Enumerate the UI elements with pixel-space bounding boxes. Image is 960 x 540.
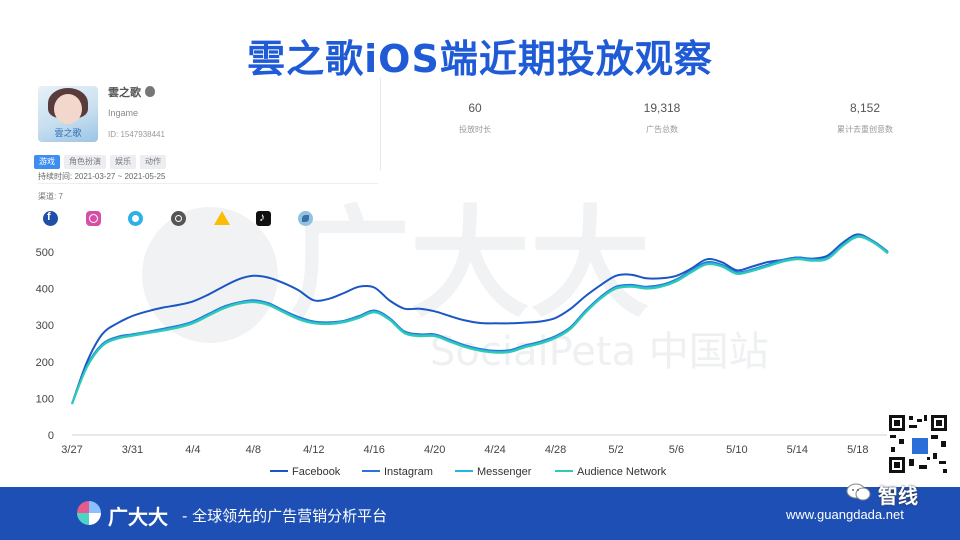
wechat-account: 智线 bbox=[846, 480, 936, 508]
footer-bar: 广大大 - 全球领先的广告营销分析平台 www.guangdada.net bbox=[0, 487, 960, 540]
google-ads-icon[interactable] bbox=[214, 211, 230, 225]
series-line-audience-network bbox=[71, 235, 889, 405]
app-developer: Ingame bbox=[108, 108, 139, 118]
y-tick-label: 500 bbox=[36, 247, 54, 259]
app-card: 雲之歌 雲之歌 Ingame ID: 1547938441 bbox=[38, 86, 378, 166]
tag-entertainment[interactable]: 娱乐 bbox=[110, 155, 136, 169]
x-tick-label: 5/6 bbox=[669, 444, 684, 456]
y-tick-label: 0 bbox=[48, 430, 54, 442]
stat-duration-value: 60 bbox=[468, 101, 482, 115]
legend-label: Facebook bbox=[292, 466, 341, 478]
app-name[interactable]: 雲之歌 bbox=[108, 84, 155, 100]
x-tick-label: 4/16 bbox=[364, 444, 385, 456]
unity-icon[interactable] bbox=[298, 211, 313, 226]
x-tick-label: 4/12 bbox=[303, 444, 324, 456]
y-tick-label: 400 bbox=[36, 284, 54, 296]
x-tick-label: 5/10 bbox=[726, 444, 747, 456]
instagram-icon[interactable] bbox=[86, 211, 101, 226]
qr-code bbox=[887, 413, 949, 475]
app-id: ID: 1547938441 bbox=[108, 130, 165, 139]
stat-ad-total-label: 广告总数 bbox=[646, 125, 678, 134]
duration-text: 持续时间: 2021-03-27 ~ 2021-05-25 bbox=[38, 172, 166, 181]
stat-creatives: 8,152 累计去重创意数 bbox=[805, 101, 925, 135]
tag-rpg[interactable]: 角色扮演 bbox=[64, 155, 106, 169]
qr-badge-icon bbox=[910, 436, 930, 456]
stat-creatives-value: 8,152 bbox=[849, 101, 881, 115]
series-line-facebook bbox=[71, 233, 889, 405]
x-tick-label: 3/27 bbox=[61, 444, 82, 456]
apple-icon bbox=[145, 86, 155, 97]
qr-code-pattern bbox=[889, 415, 947, 473]
footer-url[interactable]: www.guangdada.net bbox=[786, 507, 904, 522]
tag-list: 游戏 角色扮演 娱乐 动作 bbox=[34, 151, 170, 169]
footer-brand: 广大大 bbox=[108, 505, 168, 529]
tag-game[interactable]: 游戏 bbox=[34, 155, 60, 169]
divider bbox=[38, 183, 378, 184]
legend-label: Messenger bbox=[477, 466, 532, 478]
stat-duration: 60 投放时长 bbox=[415, 101, 535, 135]
audience-network-icon[interactable] bbox=[171, 211, 186, 226]
channels-label: 渠道: 7 bbox=[38, 192, 63, 201]
legend-label: Instagram bbox=[384, 466, 433, 478]
x-tick-label: 5/2 bbox=[608, 444, 623, 456]
x-tick-label: 4/20 bbox=[424, 444, 445, 456]
series-line-instagram bbox=[71, 234, 889, 405]
x-tick-label: 4/24 bbox=[484, 444, 505, 456]
divider-vertical bbox=[380, 78, 381, 170]
messenger-icon[interactable] bbox=[128, 211, 143, 226]
tag-action[interactable]: 动作 bbox=[140, 155, 166, 169]
tiktok-icon[interactable] bbox=[256, 210, 271, 226]
guangdada-logo-icon bbox=[77, 501, 101, 525]
x-tick-label: 3/31 bbox=[122, 444, 143, 456]
y-tick-label: 100 bbox=[36, 393, 54, 405]
y-tick-label: 200 bbox=[36, 357, 54, 369]
wechat-icon bbox=[846, 483, 871, 501]
facebook-icon[interactable] bbox=[43, 211, 58, 226]
app-icon[interactable]: 雲之歌 bbox=[38, 86, 98, 142]
page-title: 雲之歌iOS端近期投放观察 bbox=[247, 37, 713, 81]
footer-slogan: - 全球领先的广告营销分析平台 bbox=[182, 507, 388, 525]
x-tick-label: 5/18 bbox=[847, 444, 868, 456]
x-tick-label: 4/8 bbox=[246, 444, 261, 456]
app-icon-text: 雲之歌 bbox=[54, 128, 82, 138]
app-name-text: 雲之歌 bbox=[108, 87, 141, 99]
wechat-name: 智线 bbox=[878, 484, 918, 508]
line-chart: 0 100 200 300 400 500 3/27 3/31 4/4 4/8 4/12 4/16 4/… bbox=[36, 233, 894, 478]
stat-duration-label: 投放时长 bbox=[459, 125, 491, 134]
y-tick-label: 300 bbox=[36, 320, 54, 332]
x-tick-label: 4/4 bbox=[185, 444, 200, 456]
legend-label: Audience Network bbox=[577, 466, 667, 478]
stat-ad-total: 19,318 广告总数 bbox=[602, 101, 722, 135]
x-tick-label: 5/14 bbox=[787, 444, 808, 456]
stat-creatives-label: 累计去重创意数 bbox=[837, 125, 893, 134]
x-tick-label: 4/28 bbox=[545, 444, 566, 456]
stat-ad-total-value: 19,318 bbox=[643, 101, 681, 115]
